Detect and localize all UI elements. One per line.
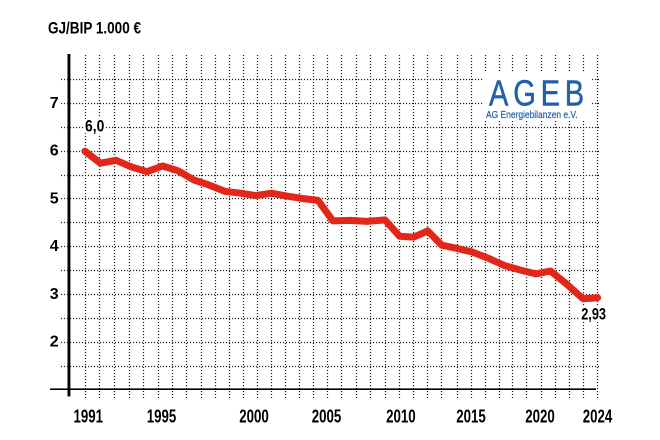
svg-text:3: 3 (50, 286, 59, 303)
svg-text:GJ/BIP 1.000 €: GJ/BIP 1.000 € (48, 20, 141, 38)
svg-text:7: 7 (50, 95, 59, 112)
svg-text:2,93: 2,93 (581, 305, 606, 324)
svg-text:2000: 2000 (239, 406, 268, 426)
svg-text:2015: 2015 (456, 406, 486, 426)
svg-text:1991: 1991 (74, 406, 104, 426)
svg-text:6: 6 (50, 143, 59, 160)
svg-text:1995: 1995 (147, 406, 177, 426)
svg-text:AGEB: AGEB (489, 73, 589, 114)
svg-text:2020: 2020 (525, 406, 555, 426)
svg-text:4: 4 (50, 238, 59, 255)
svg-text:AG Energiebilanzen e.V.: AG Energiebilanzen e.V. (486, 110, 578, 121)
svg-text:2005: 2005 (312, 406, 342, 426)
svg-text:2: 2 (50, 334, 59, 351)
svg-text:5: 5 (50, 190, 59, 207)
svg-text:2010: 2010 (386, 406, 416, 426)
svg-text:6,0: 6,0 (85, 116, 104, 135)
svg-text:2024: 2024 (583, 406, 613, 426)
